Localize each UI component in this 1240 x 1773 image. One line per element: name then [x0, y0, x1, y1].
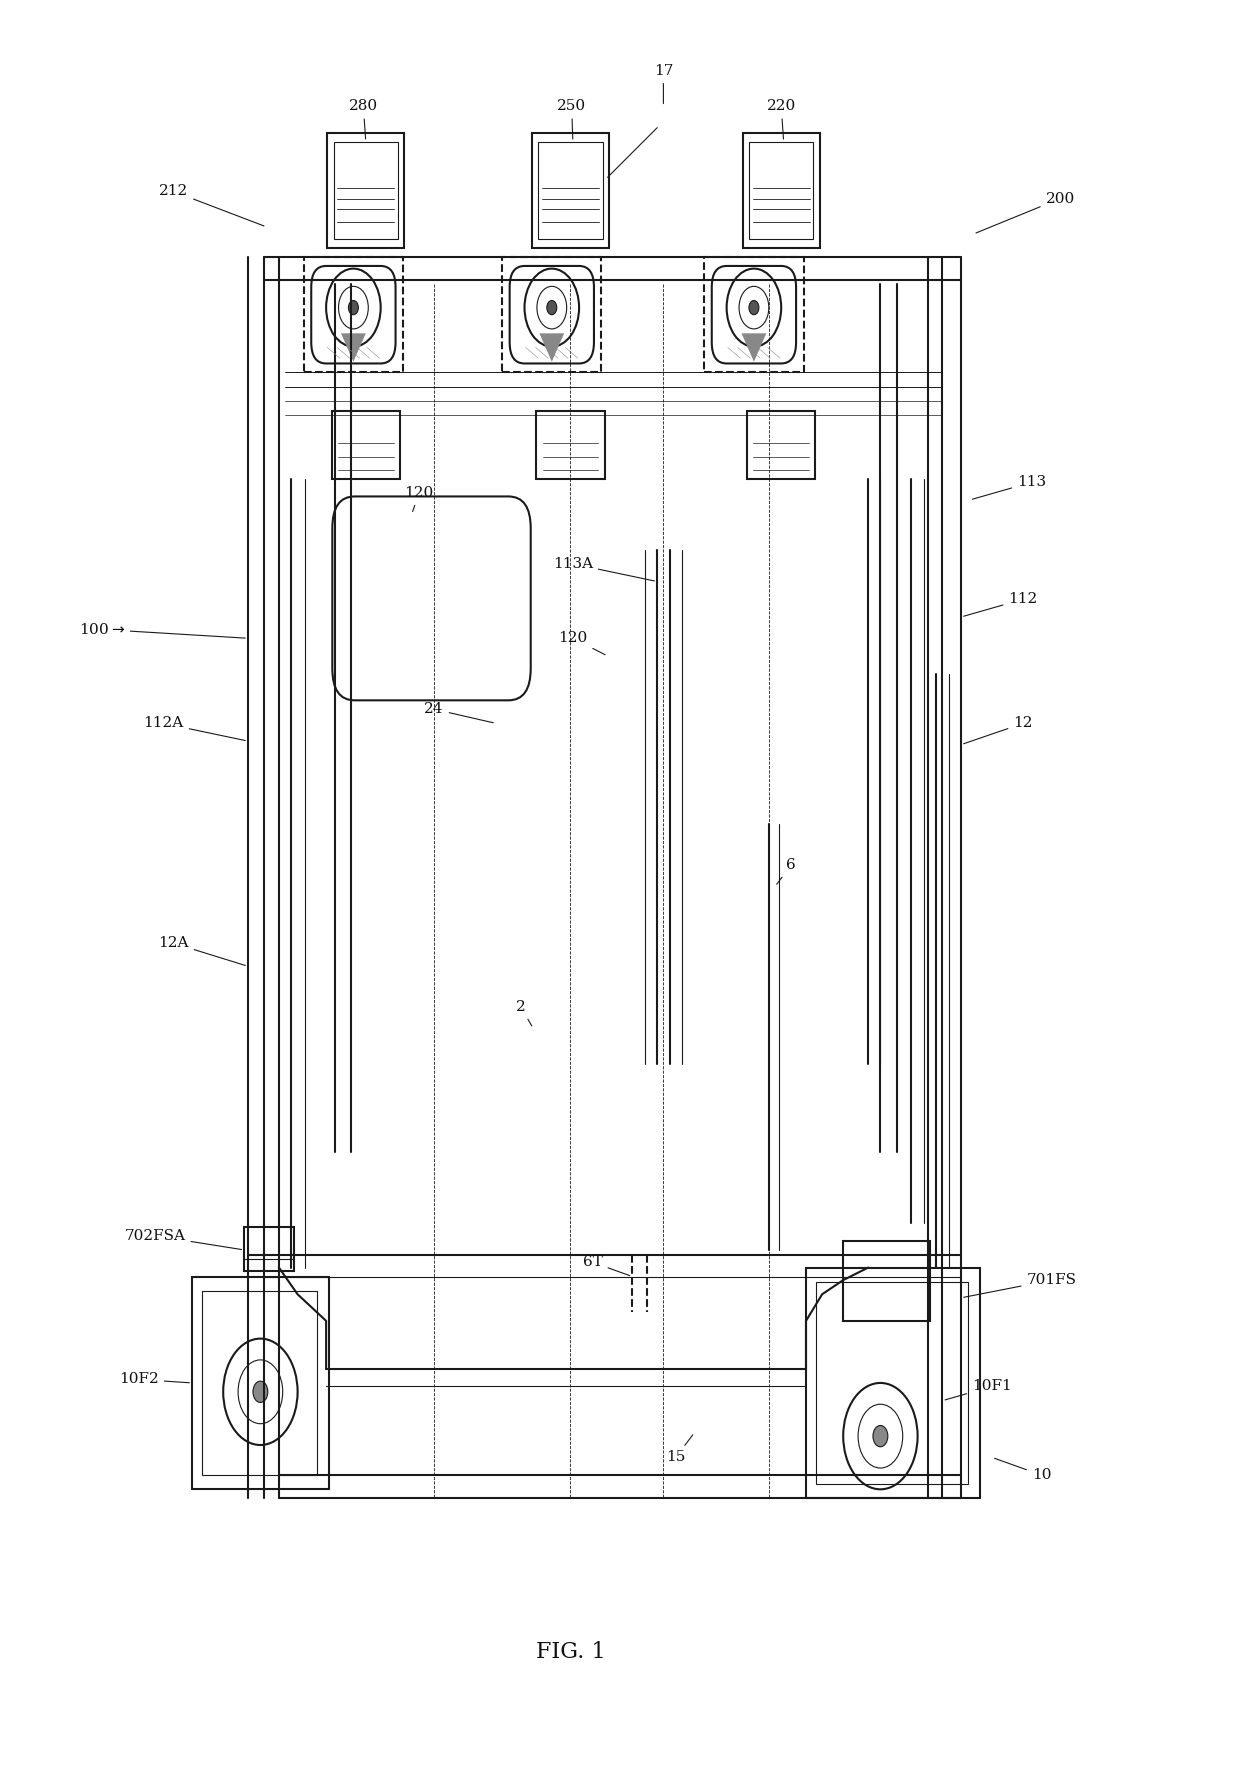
Text: 250: 250	[557, 99, 587, 138]
Text: 120: 120	[558, 631, 605, 654]
Circle shape	[253, 1381, 268, 1402]
Polygon shape	[341, 333, 366, 362]
Text: 212: 212	[159, 184, 264, 225]
Bar	[843, 1241, 930, 1321]
Bar	[334, 142, 398, 239]
Bar	[704, 257, 804, 372]
Text: 24: 24	[424, 702, 494, 723]
Text: 113A: 113A	[553, 557, 655, 582]
Text: 6: 6	[776, 858, 796, 885]
Bar	[244, 1227, 294, 1271]
Circle shape	[348, 300, 358, 316]
Bar	[536, 411, 605, 479]
Text: 10: 10	[994, 1459, 1052, 1482]
Text: 702FSA: 702FSA	[124, 1229, 242, 1250]
Bar	[304, 257, 403, 372]
Text: 17: 17	[653, 64, 673, 103]
Text: 120: 120	[404, 486, 434, 512]
Bar	[202, 1291, 317, 1475]
Bar	[743, 133, 820, 248]
Text: FIG. 1: FIG. 1	[536, 1642, 605, 1663]
Bar	[746, 411, 816, 479]
Polygon shape	[539, 333, 564, 362]
Text: 15: 15	[666, 1434, 693, 1464]
Text: 113: 113	[972, 475, 1047, 500]
Polygon shape	[742, 333, 766, 362]
Text: 112: 112	[963, 592, 1038, 617]
Text: 12A: 12A	[159, 936, 246, 966]
Text: 2: 2	[516, 1000, 532, 1027]
Text: 10F1: 10F1	[945, 1379, 1012, 1401]
Text: 701FS: 701FS	[963, 1273, 1076, 1298]
Circle shape	[873, 1425, 888, 1447]
Text: 200: 200	[976, 191, 1075, 232]
Text: 100$\rightarrow$: 100$\rightarrow$	[78, 622, 246, 638]
Text: 10F2: 10F2	[119, 1372, 190, 1386]
Bar	[327, 133, 404, 248]
Bar	[749, 142, 813, 239]
Text: 112A: 112A	[144, 716, 246, 741]
Bar	[806, 1268, 980, 1498]
Text: 280: 280	[348, 99, 378, 138]
Circle shape	[547, 300, 557, 316]
Text: 6T: 6T	[583, 1255, 630, 1275]
Bar	[532, 133, 609, 248]
Text: 12: 12	[963, 716, 1033, 743]
Bar	[538, 142, 603, 239]
Circle shape	[749, 300, 759, 316]
Text: 220: 220	[766, 99, 796, 138]
Bar	[331, 411, 399, 479]
Bar	[816, 1282, 968, 1484]
Bar	[192, 1277, 329, 1489]
Bar	[502, 257, 601, 372]
